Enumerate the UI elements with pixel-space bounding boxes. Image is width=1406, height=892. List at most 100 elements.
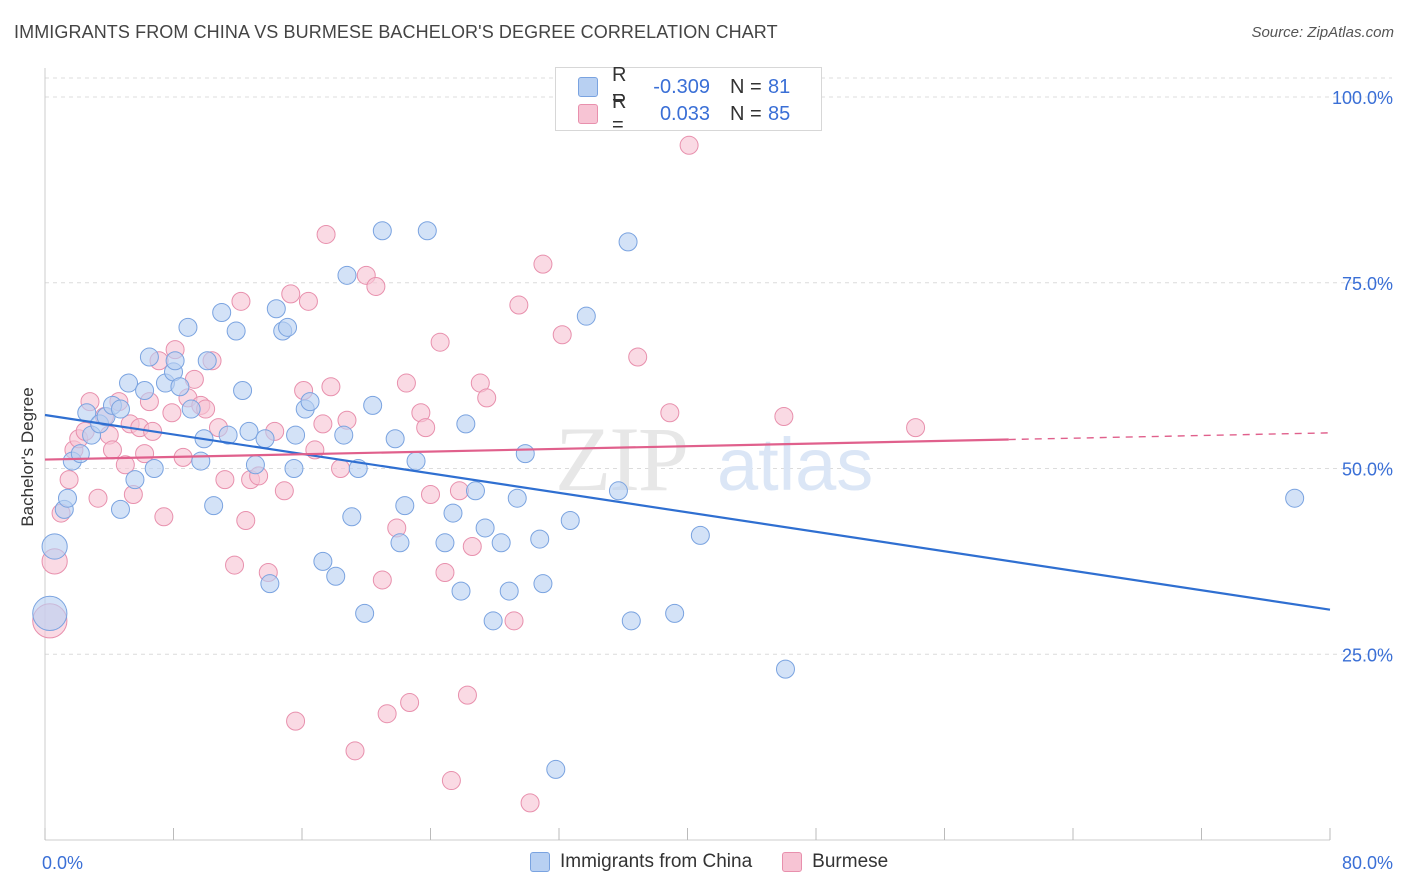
legend-row-china: R = -0.309 N = 81	[578, 64, 802, 109]
burmese-point-34	[236, 511, 256, 531]
china-point-54	[395, 496, 415, 516]
china-point-58	[443, 503, 463, 523]
burmese-point-74	[628, 347, 648, 367]
burmese-point-72	[533, 254, 553, 274]
y-tick-label-75: 75.0%	[1342, 274, 1393, 294]
burmese-n-label: N =	[730, 102, 762, 125]
china-point-50	[363, 395, 383, 415]
china-point-16	[139, 347, 159, 367]
watermark-atlas: atlas	[717, 423, 873, 506]
y-tick-label-100: 100.0%	[1332, 88, 1393, 108]
china-r-label: R =	[612, 64, 627, 109]
china-legend-label: Immigrants from China	[560, 851, 753, 872]
china-point-60	[456, 414, 476, 434]
china-point-12	[110, 499, 130, 519]
china-point-33	[245, 455, 265, 475]
y-axis-label: Bachelor's Degree	[18, 387, 37, 526]
burmese-point-45	[313, 414, 333, 434]
china-point-65	[499, 581, 519, 601]
china-point-11	[110, 399, 130, 419]
burmese-point-68	[477, 388, 497, 408]
china-point-78	[775, 659, 795, 679]
trend-lines	[44, 413, 1331, 611]
china-point-31	[233, 380, 253, 400]
china-point-53	[390, 533, 410, 553]
burmese-point-61	[430, 332, 450, 352]
source-label: Source: ZipAtlas.com	[1251, 24, 1394, 41]
china-point-66	[507, 488, 527, 508]
burmese-point-71	[520, 793, 540, 813]
burmese-point-46	[316, 224, 336, 244]
china-point-13	[119, 373, 139, 393]
burmese-legend-label: Burmese	[812, 851, 889, 872]
china-point-64	[491, 533, 511, 553]
burmese-trend-line-extension	[1008, 432, 1331, 441]
china-point-63	[483, 611, 503, 631]
china-point-70	[546, 759, 566, 779]
burmese-point-39	[274, 481, 294, 501]
china-point-20	[165, 351, 185, 371]
burmese-point-21	[154, 507, 174, 527]
china-point-0	[32, 595, 68, 631]
burmese-point-3	[59, 470, 79, 490]
y-tick-label-25: 25.0%	[1342, 645, 1393, 665]
china-point-44	[326, 566, 346, 586]
x-tick-label-max: 80.0%	[1342, 853, 1393, 873]
china-point-29	[218, 425, 238, 445]
china-point-71	[560, 511, 580, 531]
china-point-35	[260, 574, 280, 594]
china-point-26	[197, 351, 217, 371]
burmese-point-57	[400, 693, 420, 713]
china-point-39	[284, 459, 304, 478]
burmese-point-56	[396, 373, 416, 393]
china-point-52	[385, 429, 405, 449]
china-point-14	[125, 470, 145, 490]
china-point-1	[41, 533, 68, 560]
china-point-24	[191, 451, 211, 471]
china-point-3	[57, 488, 77, 508]
series-legend: Immigrants from China Burmese	[530, 851, 918, 873]
china-point-36	[266, 299, 286, 319]
china-point-32	[239, 421, 259, 441]
china-point-15	[135, 380, 155, 400]
burmese-point-32	[225, 555, 245, 575]
tick-labels: 25.0% 50.0% 75.0% 100.0% 0.0% 80.0%	[42, 88, 1393, 873]
china-point-22	[178, 317, 198, 337]
burmese-point-70	[509, 295, 529, 315]
china-point-55	[406, 451, 426, 471]
china-point-73	[608, 481, 628, 501]
burmese-point-48	[331, 459, 351, 478]
china-point-28	[212, 302, 232, 322]
burmese-point-33	[231, 291, 251, 311]
china-point-49	[355, 603, 375, 623]
burmese-point-50	[345, 741, 365, 761]
china-point-40	[286, 425, 306, 445]
china-point-75	[621, 611, 641, 631]
burmese-point-8	[88, 488, 108, 508]
china-point-72	[576, 306, 596, 326]
burmese-point-43	[298, 291, 318, 311]
burmese-point-59	[416, 418, 436, 438]
grid-lines	[45, 77, 1392, 655]
china-point-27	[204, 496, 224, 516]
burmese-point-62	[435, 563, 455, 583]
china-point-77	[690, 525, 710, 545]
legend-item-burmese[interactable]: Burmese	[782, 851, 888, 873]
china-legend-swatch	[530, 852, 550, 872]
burmese-point-11	[102, 440, 122, 460]
china-swatch	[578, 77, 598, 97]
china-point-46	[337, 265, 357, 285]
china-point-56	[417, 221, 437, 241]
burmese-point-76	[679, 135, 699, 155]
burmese-point-75	[660, 403, 680, 423]
burmese-point-47	[321, 377, 341, 397]
china-point-42	[300, 392, 320, 412]
chart-title: IMMIGRANTS FROM CHINA VS BURMESE BACHELO…	[14, 22, 778, 42]
china-point-62	[475, 518, 495, 538]
china-point-21	[170, 377, 190, 397]
legend-item-china[interactable]: Immigrants from China	[530, 851, 752, 873]
china-point-38	[278, 317, 298, 337]
burmese-n-value: 85	[768, 102, 791, 125]
axes	[44, 68, 1331, 841]
